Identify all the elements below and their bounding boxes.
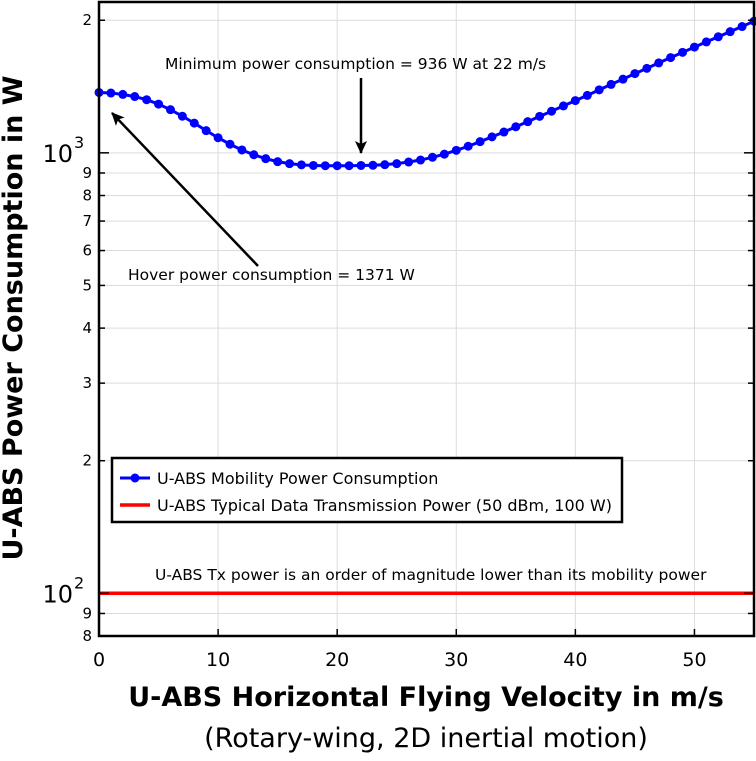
- data-point: [607, 80, 616, 89]
- data-point: [226, 140, 235, 149]
- plot-frame: [99, 2, 754, 636]
- data-point: [202, 126, 211, 135]
- annotation-hover: Hover power consumption = 1371 W: [128, 266, 415, 284]
- data-point: [285, 159, 294, 168]
- data-point: [559, 101, 568, 110]
- data-point: [357, 161, 366, 170]
- data-point: [702, 37, 711, 46]
- data-point: [237, 145, 246, 154]
- data-point: [452, 146, 461, 155]
- data-point: [345, 161, 354, 170]
- legend-label-tx: U-ABS Typical Data Transmission Power (5…: [157, 496, 612, 515]
- x-tick-label: 50: [682, 649, 706, 671]
- data-point: [178, 112, 187, 121]
- data-point: [523, 117, 532, 126]
- data-point: [190, 119, 199, 128]
- data-point: [726, 27, 735, 36]
- data-point: [392, 159, 401, 168]
- data-point: [738, 22, 747, 31]
- data-point: [595, 85, 604, 94]
- data-point: [404, 158, 413, 167]
- x-tick-label: 30: [444, 649, 468, 671]
- data-point: [464, 142, 473, 151]
- data-point: [154, 100, 163, 109]
- x-axis-title: U-ABS Horizontal Flying Velocity in m/s: [128, 682, 724, 713]
- y-minor-tick-label: 7: [82, 212, 92, 230]
- data-point: [118, 90, 127, 99]
- series-line-0: [99, 21, 754, 166]
- data-point: [440, 150, 449, 159]
- data-point: [261, 154, 270, 163]
- legend: U-ABS Mobility Power Consumption U-ABS T…: [112, 458, 622, 522]
- data-point: [297, 160, 306, 169]
- y-major-tick-exponent: 2: [74, 573, 84, 592]
- data-point: [273, 157, 282, 166]
- y-minor-tick-label: 2: [82, 11, 92, 29]
- x-axis-subtitle: (Rotary-wing, 2D inertial motion): [204, 723, 648, 754]
- grid-lines: [99, 2, 754, 636]
- data-point: [499, 128, 508, 137]
- data-point: [642, 64, 651, 73]
- y-minor-tick-label: 8: [82, 627, 92, 645]
- data-point: [630, 69, 639, 78]
- data-point: [321, 161, 330, 170]
- data-point: [535, 112, 544, 121]
- x-tick-label: 40: [563, 649, 587, 671]
- data-point: [488, 132, 497, 141]
- data-point: [654, 58, 663, 67]
- data-point: [380, 160, 389, 169]
- data-point: [428, 153, 437, 162]
- data-point: [142, 95, 151, 104]
- y-major-tick-label: 10: [42, 580, 73, 608]
- y-minor-tick-label: 9: [82, 164, 92, 182]
- data-point: [249, 150, 258, 159]
- data-point: [106, 89, 115, 98]
- x-tick-label: 20: [325, 649, 349, 671]
- y-minor-tick-label: 5: [82, 276, 92, 294]
- y-minor-tick-label: 2: [82, 452, 92, 470]
- data-point: [511, 122, 520, 131]
- legend-label-mobility: U-ABS Mobility Power Consumption: [157, 469, 438, 488]
- y-major-tick-exponent: 3: [74, 133, 84, 152]
- data-point: [714, 32, 723, 41]
- y-minor-tick-label: 6: [82, 242, 92, 260]
- arrow-hover: [112, 113, 258, 266]
- data-point: [309, 161, 318, 170]
- data-point: [130, 92, 139, 101]
- data-point: [678, 48, 687, 57]
- data-point: [571, 96, 580, 105]
- y-minor-tick-label: 9: [82, 604, 92, 622]
- data-point: [547, 107, 556, 116]
- data-point: [476, 137, 485, 146]
- data-point: [583, 91, 592, 100]
- data-point: [214, 133, 223, 142]
- data-point: [333, 161, 342, 170]
- data-point: [690, 43, 699, 52]
- annotation-tx: U-ABS Tx power is an order of magnitude …: [155, 566, 707, 584]
- data-point: [368, 161, 377, 170]
- x-tick-label: 10: [206, 649, 230, 671]
- data-point: [416, 156, 425, 165]
- x-tick-label: 0: [93, 649, 105, 671]
- y-major-tick-label: 10: [42, 140, 73, 168]
- data-point: [166, 105, 175, 114]
- y-minor-tick-label: 3: [82, 374, 92, 392]
- y-minor-tick-label: 4: [82, 319, 92, 337]
- legend-marker-mobility: [131, 474, 140, 483]
- y-minor-tick-label: 8: [82, 187, 92, 205]
- data-point: [619, 75, 628, 84]
- data-point: [666, 53, 675, 62]
- annotation-minimum: Minimum power consumption = 936 W at 22 …: [165, 55, 546, 73]
- y-axis-title: U-ABS Power Consumption in W: [0, 75, 29, 560]
